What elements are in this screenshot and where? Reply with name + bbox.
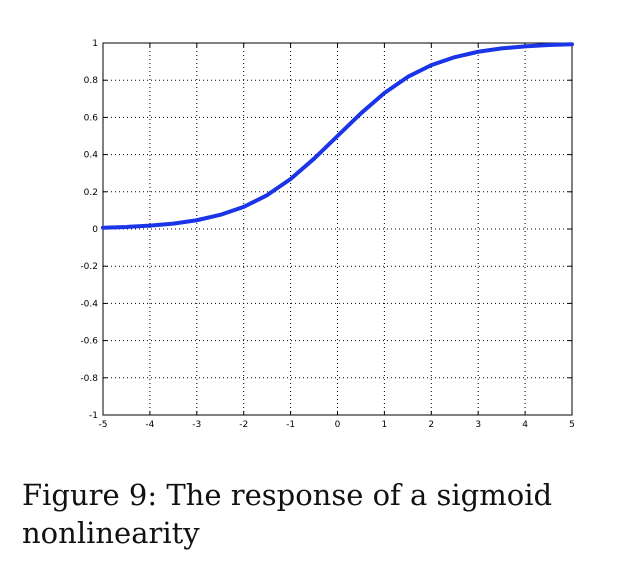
x-tick-label: -3 [192, 420, 201, 430]
y-tick-label: -0.8 [80, 374, 98, 384]
y-tick-label: 0.4 [84, 151, 99, 161]
y-tick-labels: 1 0.8 0.6 0.4 0.2 0 -0.2 -0.4 -0.6 -0.8 -1 [80, 39, 98, 421]
x-tick-label: -4 [145, 420, 154, 430]
x-tick-label: 0 [335, 420, 341, 430]
y-tick-label: 0.6 [84, 113, 99, 123]
x-tick-label: 3 [475, 420, 481, 430]
y-tick-label: -0.6 [80, 337, 98, 347]
x-tick-label: -5 [99, 420, 108, 430]
x-tick-label: 2 [428, 420, 434, 430]
y-tick-label: 0 [92, 225, 98, 235]
y-tick-label: 0.2 [84, 188, 98, 198]
y-tick-label: -1 [89, 411, 98, 421]
sigmoid-curve [101, 42, 574, 230]
x-tick-label: 4 [522, 420, 528, 430]
y-tick-label: 0.8 [84, 76, 99, 86]
x-tick-label: 1 [382, 420, 388, 430]
x-tick-label: -2 [239, 420, 248, 430]
y-tick-label: 1 [92, 39, 98, 49]
x-tick-label: 5 [569, 420, 575, 430]
y-tick-label: -0.2 [80, 262, 98, 272]
sigmoid-chart: -5 -4 -3 -2 -1 0 1 2 3 4 5 1 0.8 0.6 0.4 0.2 0 -0.2 -0.4 -… [80, 39, 575, 430]
x-tick-label: -1 [286, 420, 295, 430]
y-tick-label: -0.4 [80, 299, 98, 309]
figure-caption: Figure 9: The response of a sigmoid nonl… [22, 478, 553, 550]
x-tick-labels: -5 -4 -3 -2 -1 0 1 2 3 4 5 [99, 420, 575, 430]
grid-lines [103, 43, 572, 415]
